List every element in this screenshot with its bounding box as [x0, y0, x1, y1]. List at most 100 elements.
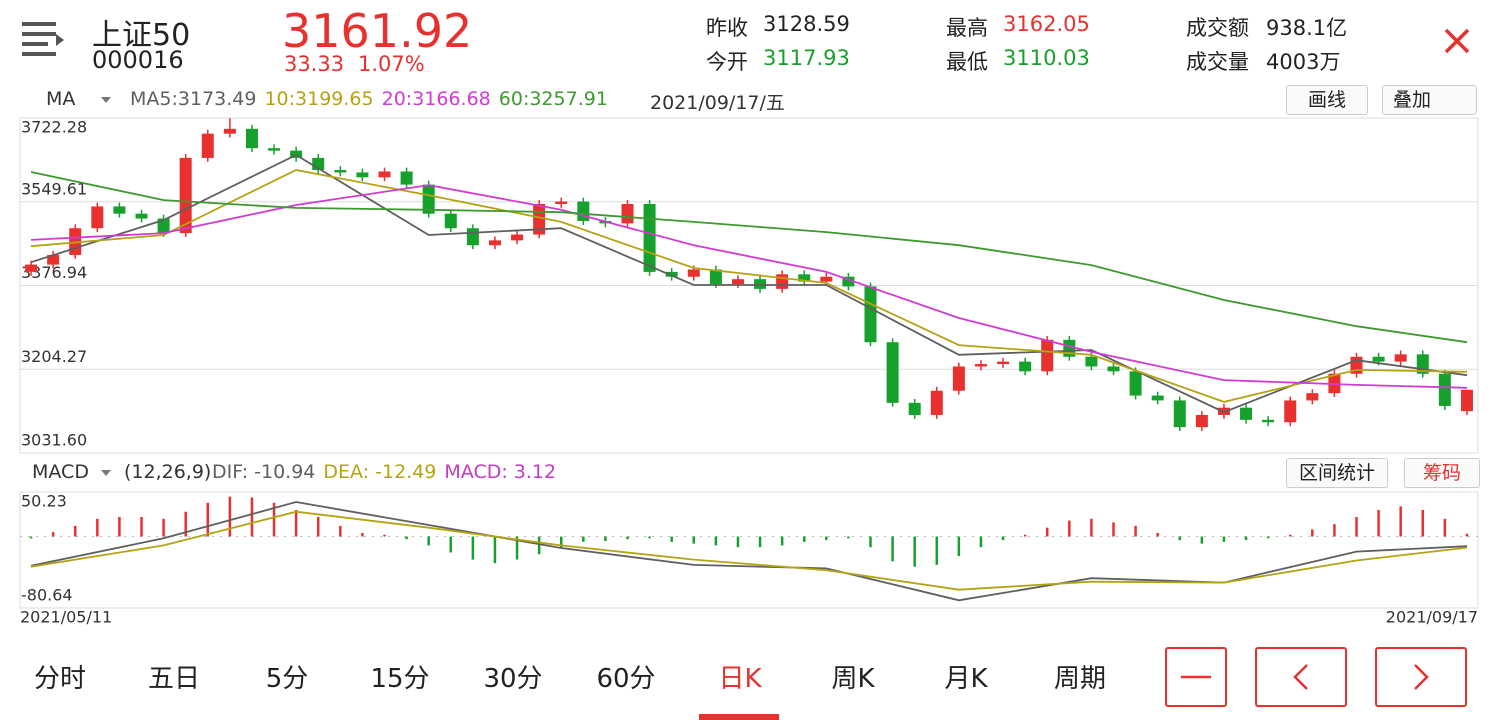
candle-body: [1262, 419, 1275, 423]
tab[interactable]: 周期: [1053, 664, 1106, 694]
charts: 3722.28 3549.61 3376.94 3204.27 3031.60 50.23…: [19, 117, 1479, 627]
panel-border: [19, 491, 1479, 609]
overlay-button[interactable]: 叠加: [1382, 85, 1477, 115]
candle-body: [776, 274, 789, 289]
candle-body: [555, 201, 568, 204]
candle-body: [466, 228, 479, 246]
range-stats-button[interactable]: 区间统计: [1286, 458, 1388, 488]
stat-value: 4003万: [1266, 50, 1341, 74]
legend-entry: MA5:3173.49: [130, 88, 257, 110]
stat-value: 938.1亿: [1266, 16, 1348, 40]
candle-body: [1372, 356, 1385, 362]
candle-body: [908, 402, 921, 415]
close-icon: [1444, 28, 1470, 54]
candle-body: [356, 172, 369, 178]
stat-value: 3117.93: [763, 46, 850, 70]
y-tick-label: 50.23: [21, 492, 67, 511]
candle-body: [1019, 361, 1032, 372]
candle-body: [687, 269, 700, 277]
legend-entry: DIF: -10.94: [212, 461, 316, 483]
candle-body: [952, 366, 965, 391]
stat-label: 成交额: [1186, 16, 1249, 40]
tab-underline: [699, 714, 779, 720]
candle-body: [864, 286, 877, 343]
tab[interactable]: 30分: [483, 664, 543, 694]
menu-icon[interactable]: [20, 20, 66, 58]
tab[interactable]: 60分: [596, 664, 656, 694]
y-tick-label: 3204.27: [21, 347, 87, 366]
y-tick-label: 3031.60: [21, 431, 87, 450]
tab[interactable]: 周K: [831, 664, 875, 694]
icon: [1293, 664, 1308, 690]
candle-body: [930, 390, 943, 415]
y-tick-label: 3376.94: [21, 263, 87, 282]
chevron: [1293, 664, 1308, 690]
candle-body: [820, 276, 833, 282]
candle-body: [400, 171, 413, 185]
candle-body: [1284, 400, 1297, 423]
candle-body: [422, 184, 435, 214]
candle-body: [1107, 366, 1120, 372]
candle-body: [731, 279, 744, 285]
candle-body: [997, 361, 1010, 365]
candle-body: [444, 213, 457, 229]
dropdown-arrow: [101, 470, 111, 476]
price: 3161.92: [282, 4, 473, 58]
stat-label: 最低: [946, 50, 988, 74]
legend-entry: 60:3257.91: [498, 88, 608, 110]
next-button[interactable]: [1375, 647, 1467, 707]
candle-body: [665, 271, 678, 277]
candle-body: [798, 274, 811, 282]
legend-entry: 10:3199.65: [264, 88, 374, 110]
candle-body: [754, 279, 767, 289]
candle-body: [1195, 414, 1208, 428]
change: 33.33: [284, 52, 345, 76]
icon: [1414, 664, 1429, 690]
prev-button[interactable]: [1255, 647, 1347, 707]
stat-label: 最高: [946, 16, 988, 40]
close-button[interactable]: [1443, 27, 1471, 55]
indicator[interactable]: MA: [46, 88, 76, 110]
date: 2021/09/17/五: [650, 92, 785, 114]
stat-label: 成交量: [1186, 50, 1249, 74]
icon: [1181, 675, 1211, 679]
tab[interactable]: 5分: [265, 664, 309, 694]
stat-value: 3128.59: [763, 12, 850, 36]
macd-indicator[interactable]: MACD: [32, 461, 89, 483]
candle-body: [1041, 339, 1054, 372]
draw-button[interactable]: 画线: [1286, 85, 1368, 115]
chips-button[interactable]: 筹码: [1404, 458, 1480, 488]
candle-body: [47, 254, 60, 265]
tab[interactable]: 月K: [944, 664, 988, 694]
stock-code: 000016: [92, 46, 184, 74]
y-tick-label: 3722.28: [21, 118, 87, 137]
candle-body: [113, 206, 126, 214]
tab[interactable]: 15分: [370, 664, 430, 694]
line: [30, 184, 1468, 389]
tab[interactable]: 五日: [147, 664, 200, 694]
candle-body: [334, 170, 347, 173]
line: [30, 510, 1468, 591]
arrow: [101, 97, 111, 103]
candle-body: [1460, 389, 1473, 412]
tab[interactable]: 分时: [33, 664, 86, 694]
legend-entry: DEA: -12.49: [323, 461, 437, 483]
candle-body: [709, 269, 722, 285]
chevron: [1414, 664, 1429, 690]
candle-body: [378, 171, 391, 178]
tab[interactable]: 日K: [718, 664, 762, 694]
candle-body: [1306, 393, 1319, 401]
candle-body: [179, 157, 192, 234]
candle-body: [842, 276, 855, 287]
candle-body: [245, 128, 258, 149]
line: [30, 501, 1468, 602]
x-axis-label: 2021/05/11: [20, 608, 112, 627]
candle-body: [1173, 400, 1186, 428]
candle-body: [886, 342, 899, 403]
menu-bar: [22, 42, 48, 46]
line: [30, 153, 1468, 414]
zoom-out-button[interactable]: [1165, 647, 1227, 707]
stat-value: 3110.03: [1003, 46, 1090, 70]
candle-body: [488, 240, 501, 246]
